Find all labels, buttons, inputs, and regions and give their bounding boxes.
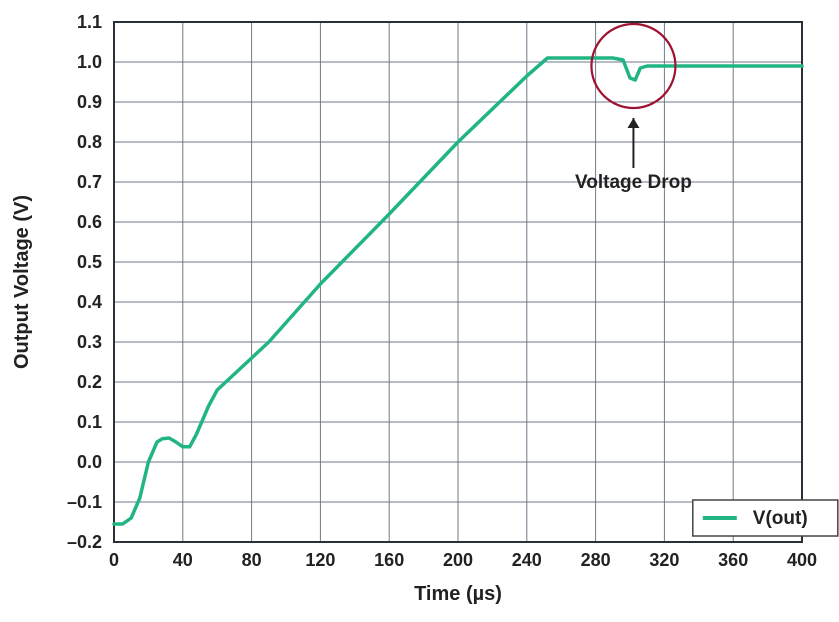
x-tick-label: 160 [374, 550, 404, 570]
y-tick-label: 0.0 [77, 452, 102, 472]
x-tick-label: 120 [305, 550, 335, 570]
y-tick-label: 0.2 [77, 372, 102, 392]
y-tick-label: 0.6 [77, 212, 102, 232]
x-tick-label: 40 [173, 550, 193, 570]
y-axis-label: Output Voltage (V) [11, 195, 33, 369]
y-tick-label: –0.2 [67, 532, 102, 552]
y-tick-label: 0.5 [77, 252, 102, 272]
y-tick-label: 0.3 [77, 332, 102, 352]
x-tick-label: 400 [787, 550, 817, 570]
x-tick-label: 200 [443, 550, 473, 570]
annotation-label: Voltage Drop [575, 172, 692, 193]
x-tick-label: 320 [649, 550, 679, 570]
y-tick-label: –0.1 [67, 492, 102, 512]
y-tick-label: 1.1 [77, 12, 102, 32]
x-tick-label: 240 [512, 550, 542, 570]
voltage-chart: 0 40 80 120 160 200 240 280 320 360 400 –0.2 –0.1 0.0… [0, 0, 839, 622]
y-tick-label: 0.7 [77, 172, 102, 192]
x-axis-label: Time (µs) [414, 583, 502, 605]
y-tick-label: 1.0 [77, 52, 102, 72]
y-tick-label: 0.4 [77, 292, 102, 312]
x-tick-label: 80 [242, 550, 262, 570]
y-tick-label: 0.9 [77, 92, 102, 112]
y-tick-label: 0.8 [77, 132, 102, 152]
chart-svg: 0 40 80 120 160 200 240 280 320 360 400 –0.2 –0.1 0.0… [0, 0, 839, 622]
x-tick-label: 280 [581, 550, 611, 570]
legend-label: V(out) [753, 508, 808, 529]
x-tick-label: 360 [718, 550, 748, 570]
x-tick-label: 0 [109, 550, 119, 570]
y-tick-label: 0.1 [77, 412, 102, 432]
